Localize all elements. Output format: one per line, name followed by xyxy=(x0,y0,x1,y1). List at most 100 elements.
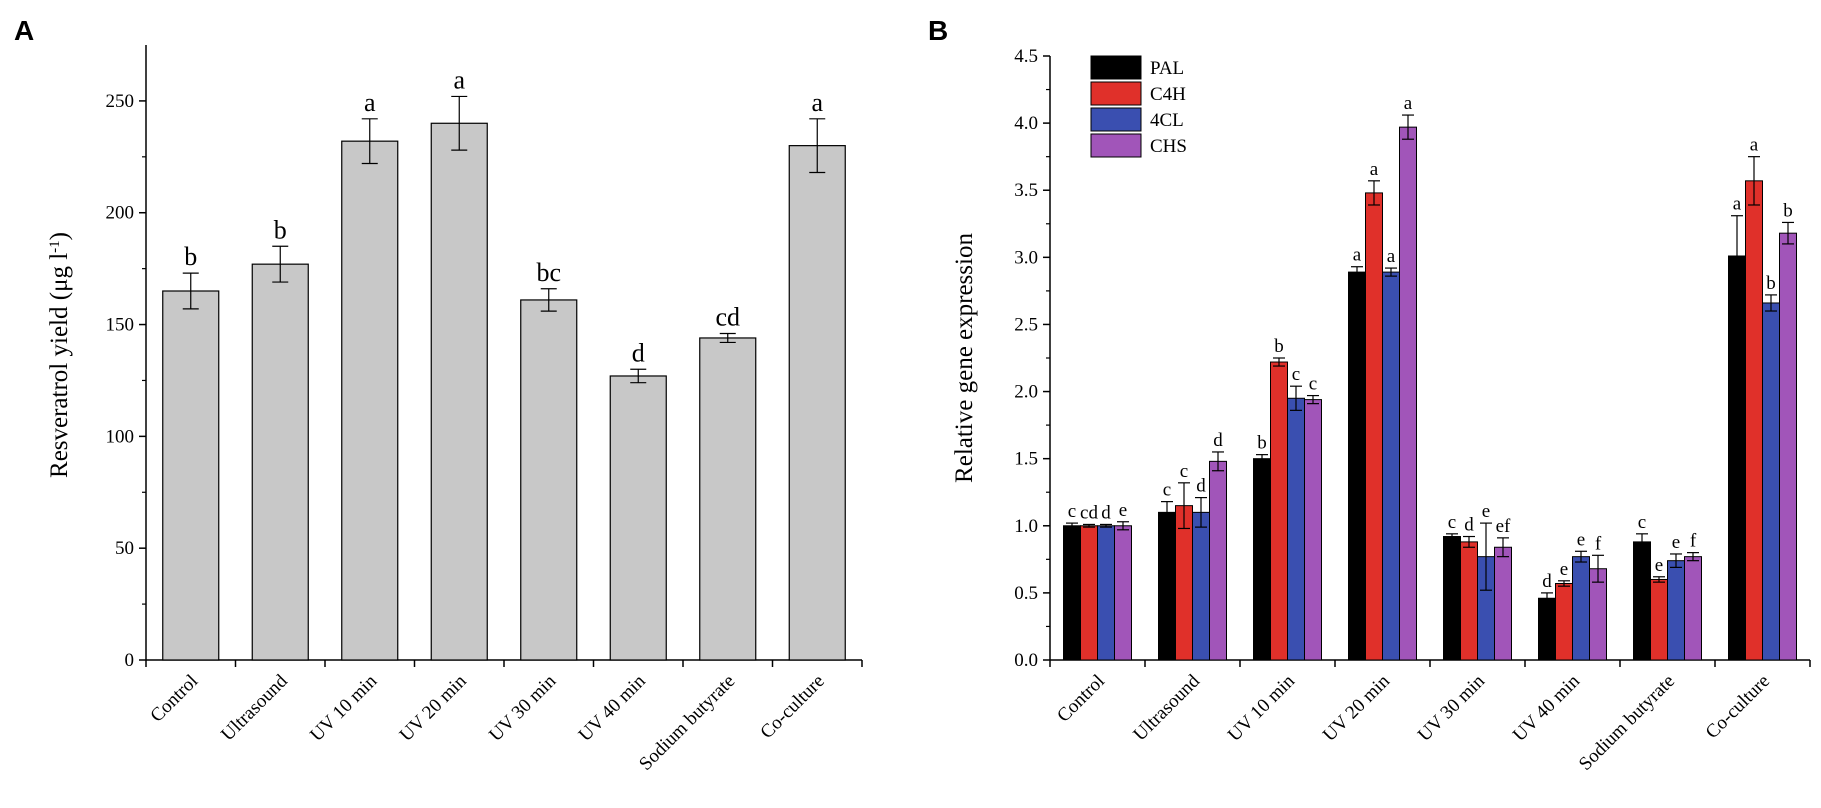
panel-b-bar-4cl-ultrasound xyxy=(1192,511,1210,661)
panel-b-bar-pal-uv-10-min xyxy=(1253,458,1271,661)
panel-b-significance-label: a xyxy=(1750,135,1759,156)
panel-a-bar-co-culture xyxy=(788,145,846,661)
panel-b-bar-c4h-sodium-butyrate xyxy=(1650,578,1668,661)
panel-a-y-tick-label: 0 xyxy=(125,650,135,671)
legend-label-chs: CHS xyxy=(1150,136,1187,157)
panel-b-bar-pal-uv-20-min xyxy=(1348,271,1366,661)
panel-b-significance-label: b xyxy=(1783,200,1793,221)
panel-a-x-tick-label-sodium-butyrate: Sodium butyrate xyxy=(635,671,739,775)
panel-b-bar-pal-control xyxy=(1063,525,1081,661)
panel-a-y-tick-label: 250 xyxy=(106,91,135,112)
panel-b-bar-c4h-co-culture xyxy=(1745,180,1763,661)
panel-b-significance-label: c xyxy=(1068,501,1076,522)
panel-b-y-tick-label: 0.0 xyxy=(1014,650,1038,671)
panel-b-significance-label: f xyxy=(1595,533,1602,554)
panel-a-bar-uv-40-min xyxy=(609,375,667,661)
legend-label-4cl: 4CL xyxy=(1150,110,1184,131)
panel-b-legend: PAL C4H 4CL CHS xyxy=(1090,55,1187,158)
panel-b-significance-label: e xyxy=(1577,529,1585,550)
panel-a-significance-label: a xyxy=(364,88,376,117)
panel-a-x-tick-label-uv-10-min: UV 10 min xyxy=(306,670,381,745)
panel-b-bar-chs-uv-30-min xyxy=(1494,546,1512,661)
panel-b-y-tick-label: 1.0 xyxy=(1014,516,1038,537)
panel-b-significance-label: a xyxy=(1404,93,1413,114)
panel-b-bar-4cl-uv-40-min xyxy=(1572,556,1590,661)
panel-b-y-tick-label: 4.0 xyxy=(1014,113,1038,134)
panel-a-significance-label: b xyxy=(184,242,197,271)
panel-b-y-tick-label: 4.5 xyxy=(1014,46,1038,67)
panel-b-significance-label: c xyxy=(1638,512,1646,533)
panel-a-chart: 0 50 100 150 200 250 Control Ultrasound UV 10 mi… xyxy=(46,45,863,775)
panel-b-significance-label: e xyxy=(1482,501,1490,522)
panel-b-bar-c4h-uv-30-min xyxy=(1460,541,1478,661)
panel-b-bar-4cl-sodium-butyrate xyxy=(1667,560,1685,661)
legend-swatch-4cl xyxy=(1090,107,1142,132)
panel-b-significance-label: d xyxy=(1196,476,1206,497)
panel-a-y-tick-label: 100 xyxy=(106,426,135,447)
panel-a-x-tick-label-control: Control xyxy=(146,671,202,727)
panel-a-x-tick-label-uv-40-min: UV 40 min xyxy=(575,670,650,745)
panel-b-significance-label: cd xyxy=(1080,502,1098,523)
panel-b-x-tick-label-uv-30-min: UV 30 min xyxy=(1414,670,1489,745)
legend-label-c4h: C4H xyxy=(1150,84,1186,105)
panel-b-y-axis-title: Relative gene expression xyxy=(951,233,978,483)
panel-b-significance-label: d xyxy=(1464,515,1474,536)
panel-b-label: B xyxy=(928,15,948,46)
panel-b-significance-label: d xyxy=(1101,502,1111,523)
panel-b-bar-4cl-co-culture xyxy=(1762,302,1780,661)
panel-a-significance-label: bc xyxy=(536,258,561,287)
panel-b-bar-chs-ultrasound xyxy=(1209,460,1227,661)
panel-a-x-tick-label-co-culture: Co-culture xyxy=(756,671,828,743)
panel-b-significance-label: f xyxy=(1690,531,1697,552)
panel-b-x-tick-label-uv-40-min: UV 40 min xyxy=(1509,670,1584,745)
panel-b-x-tick-label-control: Control xyxy=(1053,671,1109,727)
panel-b-significance-label: b xyxy=(1766,273,1776,294)
panel-a-x-tick-label-uv-20-min: UV 20 min xyxy=(396,670,471,745)
panel-b-significance-label: b xyxy=(1274,336,1284,357)
legend-swatch-pal xyxy=(1090,55,1142,80)
panel-b-x-tick-label-uv-20-min: UV 20 min xyxy=(1319,670,1394,745)
panel-a-significance-label: cd xyxy=(715,302,740,331)
panel-a-y-tick-label: 150 xyxy=(106,315,135,336)
panel-b-y-tick-label: 1.5 xyxy=(1014,449,1038,470)
panel-b-bar-c4h-control xyxy=(1080,525,1098,661)
panel-b-significance-label: e xyxy=(1672,532,1680,553)
legend-swatch-c4h xyxy=(1090,81,1142,106)
panel-b-bar-4cl-uv-10-min xyxy=(1287,397,1305,661)
panel-b-significance-label: c xyxy=(1163,480,1171,501)
panel-b-bar-chs-control xyxy=(1114,525,1132,661)
panel-b-significance-label: ef xyxy=(1496,516,1511,537)
panel-a-bar-control xyxy=(162,290,220,661)
panel-b-bar-pal-uv-40-min xyxy=(1538,597,1556,661)
panel-a-bar-ultrasound xyxy=(251,263,309,661)
panel-b-y-tick-label: 2.5 xyxy=(1014,314,1038,335)
panel-a-significance-label: a xyxy=(453,65,465,94)
panel-a-significance-label: b xyxy=(274,215,287,244)
panel-b-x-tick-label-ultrasound: Ultrasound xyxy=(1129,670,1204,745)
panel-a-significance-label: d xyxy=(632,338,645,367)
panel-b-y-tick-label: 3.0 xyxy=(1014,247,1038,268)
panel-b-bar-chs-uv-20-min xyxy=(1399,126,1417,661)
panel-b-bar-pal-co-culture xyxy=(1728,255,1746,661)
panel-b-bar-pal-sodium-butyrate xyxy=(1633,541,1651,661)
panel-b-significance-label: c xyxy=(1309,374,1317,395)
panel-a-significance-label: a xyxy=(811,88,823,117)
panel-b-bar-4cl-control xyxy=(1097,525,1115,661)
panel-b-significance-label: a xyxy=(1387,246,1396,267)
panel-b-bar-chs-co-culture xyxy=(1779,232,1797,661)
panel-a-x-tick-label-uv-30-min: UV 30 min xyxy=(485,670,560,745)
panel-b-bar-pal-uv-30-min xyxy=(1443,536,1461,661)
panel-b-y-tick-label: 0.5 xyxy=(1014,583,1038,604)
panel-b-bar-chs-uv-10-min xyxy=(1304,399,1322,661)
panel-a-label: A xyxy=(14,15,34,46)
panel-b-bar-c4h-uv-10-min xyxy=(1270,361,1288,661)
panel-a-bar-uv-10-min xyxy=(341,140,399,661)
panel-b-significance-label: c xyxy=(1292,364,1300,385)
panel-b-bar-4cl-uv-20-min xyxy=(1382,271,1400,661)
panel-a-y-axis-title: Resveratrol yield (μg l-1) xyxy=(46,232,73,478)
panel-b-x-tick-label-sodium-butyrate: Sodium butyrate xyxy=(1575,671,1679,775)
panel-b-chart: 0.0 0.5 1.0 1.5 2.0 2.5 3.0 3.5 4.0 4.5 Control Ult… xyxy=(951,46,1811,775)
panel-b-bar-pal-ultrasound xyxy=(1158,511,1176,661)
panel-b-significance-label: d xyxy=(1213,430,1223,451)
